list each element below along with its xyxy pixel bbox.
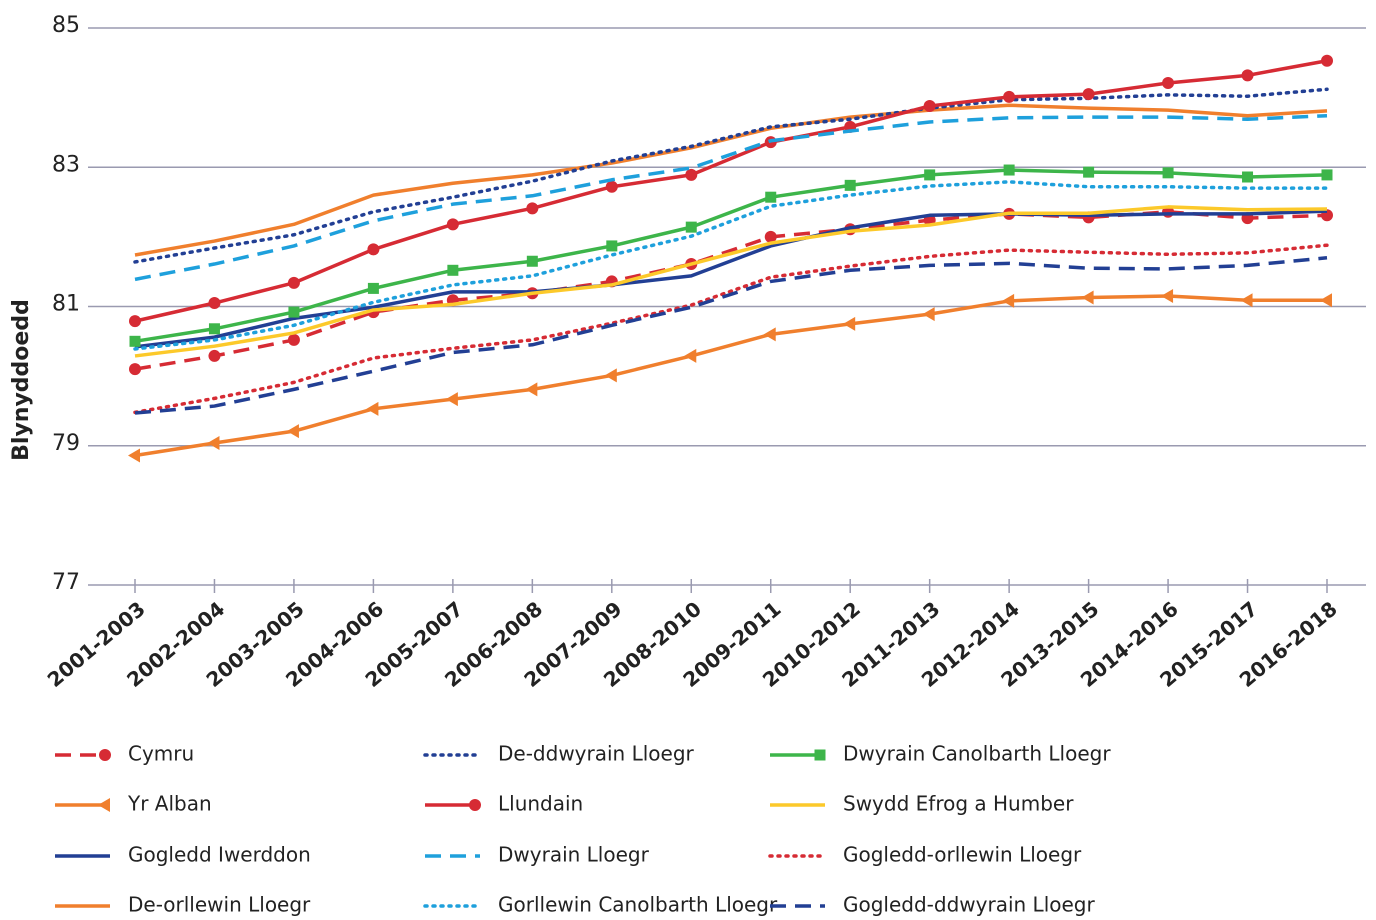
legend-label: Yr Alban (127, 792, 212, 816)
data-point (525, 382, 538, 397)
data-point (923, 99, 936, 112)
data-point (1083, 166, 1095, 178)
legend-label: Gorllewin Canolbarth Lloegr (498, 893, 778, 917)
data-point (447, 264, 459, 276)
data-point (128, 448, 140, 463)
legend-marker (469, 799, 481, 811)
data-point (606, 240, 618, 252)
data-point (367, 282, 379, 294)
data-point (605, 180, 618, 193)
legend-label: Cymru (128, 742, 194, 766)
data-point (286, 424, 299, 439)
legend-label: De-orllewin Lloegr (128, 893, 311, 917)
data-point (604, 368, 617, 383)
legend-marker (98, 798, 110, 812)
legend-label: Gogledd-orllewin Lloegr (843, 843, 1082, 867)
series-line (134, 168, 1328, 344)
data-point (208, 349, 221, 362)
data-point (129, 335, 141, 347)
y-tick-label: 85 (52, 13, 80, 38)
data-point (288, 306, 300, 318)
data-point (526, 202, 539, 215)
data-point (765, 191, 777, 203)
legend-marker (99, 749, 111, 761)
series-line (134, 294, 1327, 458)
data-point (844, 179, 856, 191)
legend-label: Gogledd-ddwyrain Lloegr (843, 893, 1095, 917)
data-point (1242, 171, 1254, 183)
data-point (366, 401, 379, 416)
data-point (685, 168, 698, 181)
y-tick-label: 81 (52, 292, 80, 317)
data-point (1321, 169, 1333, 181)
data-point (843, 316, 856, 331)
y-axis-label: Blynyddoedd (9, 299, 34, 461)
data-point (1321, 54, 1333, 67)
data-point (1161, 289, 1174, 304)
data-point (1240, 293, 1253, 308)
data-point (924, 169, 936, 181)
data-point (526, 255, 538, 267)
y-tick-label: 79 (52, 431, 80, 456)
data-point (685, 221, 697, 233)
data-point (1162, 77, 1175, 90)
data-point (684, 348, 697, 363)
data-point (763, 327, 776, 342)
data-point (1003, 164, 1015, 176)
data-point (287, 333, 300, 346)
legend-label: Swydd Efrog a Humber (843, 792, 1074, 816)
data-point (129, 363, 141, 376)
series-line (134, 59, 1328, 323)
data-point (445, 392, 458, 407)
series-line (133, 180, 1329, 351)
data-point (922, 307, 935, 322)
data-point (287, 276, 300, 289)
data-point (208, 297, 221, 310)
series-line (133, 243, 1329, 415)
legend-marker (814, 749, 826, 761)
data-point (1320, 293, 1332, 308)
data-point (207, 435, 220, 450)
series-line (134, 113, 1328, 282)
data-point (1081, 290, 1094, 305)
series-line (134, 103, 1328, 257)
data-point (208, 323, 220, 335)
data-point (1002, 293, 1015, 308)
legend-label: Llundain (498, 792, 583, 816)
data-point (1082, 88, 1095, 101)
data-point (129, 315, 141, 328)
data-point (1241, 69, 1254, 82)
legend-label: Dwyrain Canolbarth Lloegr (843, 742, 1111, 766)
data-point (446, 218, 459, 231)
series-line (134, 205, 1328, 358)
legend-label: Dwyrain Lloegr (498, 843, 650, 867)
data-point (1003, 90, 1016, 103)
legend-label: De-ddwyrain Lloegr (498, 742, 695, 766)
y-tick-label: 77 (52, 570, 80, 595)
data-point (367, 243, 380, 256)
series-line (133, 87, 1329, 264)
y-tick-label: 83 (52, 152, 80, 177)
data-point (764, 230, 777, 243)
series-line (134, 256, 1328, 415)
legend-label: Gogledd Iwerddon (128, 843, 311, 867)
data-point (1162, 167, 1174, 179)
